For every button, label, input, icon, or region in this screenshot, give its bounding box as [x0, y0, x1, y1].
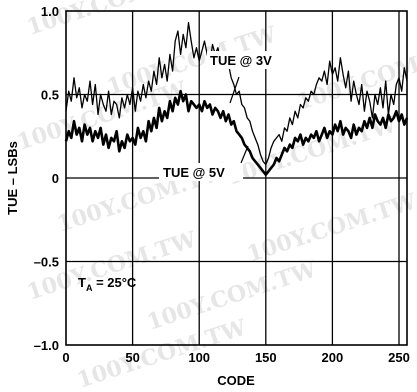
y-tick-label: 0.5: [41, 88, 59, 103]
plot-frame: [65, 10, 408, 346]
series-line-tue-3v: [65, 22, 408, 166]
annotation-layer: TUE @ 3V TUE @ 5V TA = 25°C: [78, 51, 283, 293]
tue-5v-leader-line: [240, 145, 249, 164]
y-tick-label: 0: [52, 171, 59, 186]
tick-labels: 0 50 100 150 200 250 –1.0 –0.5 0 0.5 1.0: [34, 4, 410, 365]
x-tick-label: 250: [388, 350, 410, 365]
x-tick-label: 0: [62, 350, 69, 365]
tue-3v-label-bg: [207, 51, 283, 69]
tue-3v-label: TUE @ 3V: [210, 53, 272, 68]
series-layer: [64, 22, 409, 176]
x-tick-label: 150: [255, 350, 277, 365]
tue-5v-label: TUE @ 5V: [163, 165, 225, 180]
temperature-label: TA = 25°C: [78, 275, 137, 293]
y-tick-label: –1.0: [34, 338, 59, 353]
tue-5v-label-bg: [159, 163, 243, 181]
tue-3v-leader-line: [229, 76, 240, 104]
x-tick-label: 100: [188, 350, 210, 365]
x-tick-label: 50: [125, 350, 139, 365]
watermark-text: 100Y.COM.TW: [244, 188, 417, 267]
y-tick-label: 1.0: [41, 4, 59, 19]
x-axis-title: CODE: [217, 373, 255, 388]
axes: CODE TUE – LSBs: [5, 10, 408, 388]
x-tick-label: 200: [322, 350, 344, 365]
y-axis-title: TUE – LSBs: [5, 141, 20, 215]
y-tick-label: –0.5: [34, 255, 59, 270]
series-line-tue-5v: [64, 89, 409, 176]
